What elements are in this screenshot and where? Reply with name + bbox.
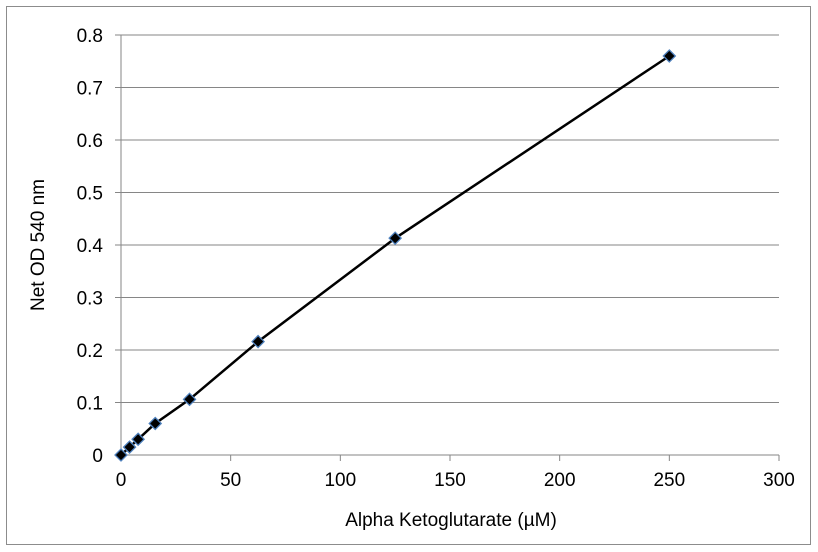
x-tick-label: 50 — [220, 470, 241, 491]
x-tick-labels: 0 50 100 150 200 250 300 — [116, 470, 795, 491]
y-tick-label: 0.6 — [77, 131, 103, 152]
data-point — [388, 231, 403, 246]
series-line — [120, 54, 670, 456]
data-point — [131, 432, 146, 447]
y-tick-label: 0.3 — [77, 289, 103, 310]
x-tick-label: 0 — [116, 470, 127, 491]
data-series — [114, 49, 677, 462]
y-tick-label: 0.2 — [77, 341, 103, 362]
gridlines — [121, 34, 779, 403]
y-tick-label: 0.5 — [77, 184, 103, 205]
x-tick-label: 300 — [763, 470, 795, 491]
data-point — [122, 440, 137, 455]
axes — [115, 34, 780, 461]
data-point — [182, 392, 197, 407]
y-axis-title: Net OD 540 nm — [28, 179, 49, 311]
y-tick-labels: 0 0.1 0.2 0.3 0.4 0.5 0.6 0.7 0.8 — [77, 26, 104, 467]
x-axis-title: Alpha Ketoglutarate (µM) — [345, 510, 557, 531]
x-tick-label: 100 — [324, 470, 356, 491]
x-tick-label: 250 — [653, 470, 685, 491]
y-tick-label: 0 — [92, 446, 103, 467]
y-tick-label: 0.4 — [77, 236, 104, 257]
y-tick-label: 0.8 — [77, 26, 103, 47]
data-point — [114, 448, 128, 462]
x-tick-label: 150 — [434, 470, 466, 491]
y-tick-label: 0.7 — [77, 79, 103, 100]
y-tick-label: 0.1 — [77, 394, 103, 415]
data-point — [251, 334, 266, 349]
data-point — [662, 49, 677, 63]
x-tick-label: 200 — [544, 470, 576, 491]
data-point — [148, 416, 163, 431]
